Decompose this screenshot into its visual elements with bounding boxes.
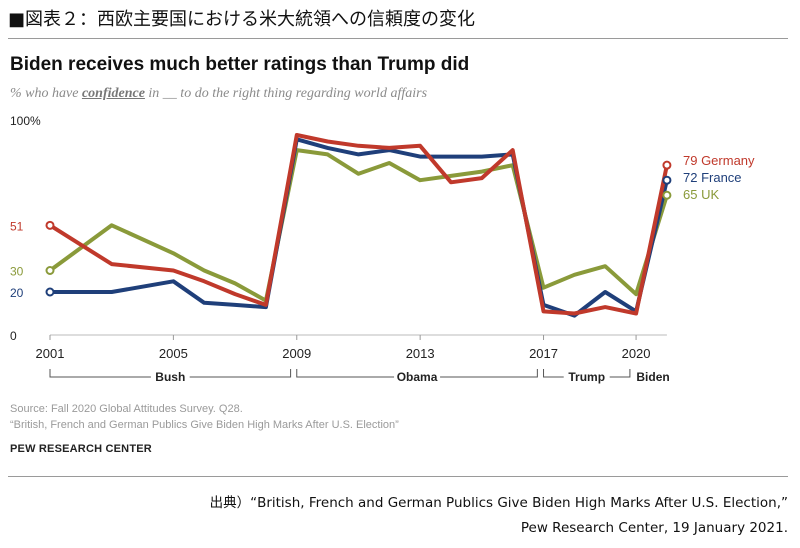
- subtitle-prefix: % who have: [10, 86, 82, 101]
- series-start-marker: [45, 287, 55, 297]
- series-line-france: [48, 137, 669, 318]
- source-line-2: “British, French and German Publics Give…: [10, 419, 399, 431]
- line-chart: 100% 51 30 20 0 2001 2005 2009 2013 2017 2020 Bush O…: [10, 114, 755, 384]
- chart-title: Biden receives much better ratings than …: [10, 54, 470, 75]
- bottom-rule: [8, 476, 788, 477]
- x-tick-label: 2009: [282, 346, 311, 361]
- x-tick-label: 2005: [159, 346, 188, 361]
- era-bracket: [49, 369, 151, 378]
- series-end-marker: [662, 160, 672, 170]
- subtitle-suffix: in __ to do the right thing regarding wo…: [144, 86, 428, 101]
- x-tick-label: 2017: [529, 346, 558, 361]
- top-rule: [8, 38, 788, 39]
- series-start-marker: [45, 266, 55, 275]
- source-line-1: Source: Fall 2020 Global Attitudes Surve…: [10, 403, 243, 415]
- era-label: Bush: [155, 370, 185, 384]
- subtitle-keyword: confidence: [81, 86, 145, 101]
- era-label: Obama: [397, 370, 438, 384]
- series-end-label: 65 UK: [683, 187, 719, 202]
- era-bracket: [296, 369, 395, 378]
- series-end-marker: [662, 190, 672, 200]
- series-end-marker: [662, 175, 672, 185]
- y-tick-label: 20: [10, 286, 24, 300]
- era-bracket: [543, 369, 564, 378]
- figure-title: ■図表２：西欧主要国における米大統領への信頼度の変化: [8, 9, 476, 30]
- era-bracket: [189, 369, 292, 378]
- series-end-label: 79 Germany: [683, 153, 755, 168]
- y-tick-label: 0: [10, 329, 17, 343]
- era-bracket: [609, 369, 631, 378]
- series-line-germany: [48, 133, 669, 316]
- citation-line-1: 出典）“British, French and German Publics G…: [209, 495, 788, 511]
- era-label: Trump: [568, 370, 605, 384]
- series-start-marker: [45, 220, 55, 230]
- y-tick-label: 30: [10, 265, 24, 279]
- era-bracket: [440, 369, 538, 378]
- org-name: PEW RESEARCH CENTER: [10, 443, 152, 455]
- x-tick-label: 2020: [622, 346, 651, 361]
- series-end-label: 72 France: [683, 170, 742, 185]
- era-label: Biden: [636, 370, 669, 384]
- x-tick-label: 2013: [406, 346, 435, 361]
- citation-line-2: Pew Research Center, 19 January 2021.: [520, 520, 788, 536]
- x-tick-label: 2001: [36, 346, 65, 361]
- series-line-uk: [48, 148, 669, 303]
- chart-subtitle: % who have confidence in __ to do the ri…: [10, 86, 427, 102]
- y-tick-label: 51: [10, 219, 24, 233]
- y-tick-label: 100%: [10, 114, 41, 128]
